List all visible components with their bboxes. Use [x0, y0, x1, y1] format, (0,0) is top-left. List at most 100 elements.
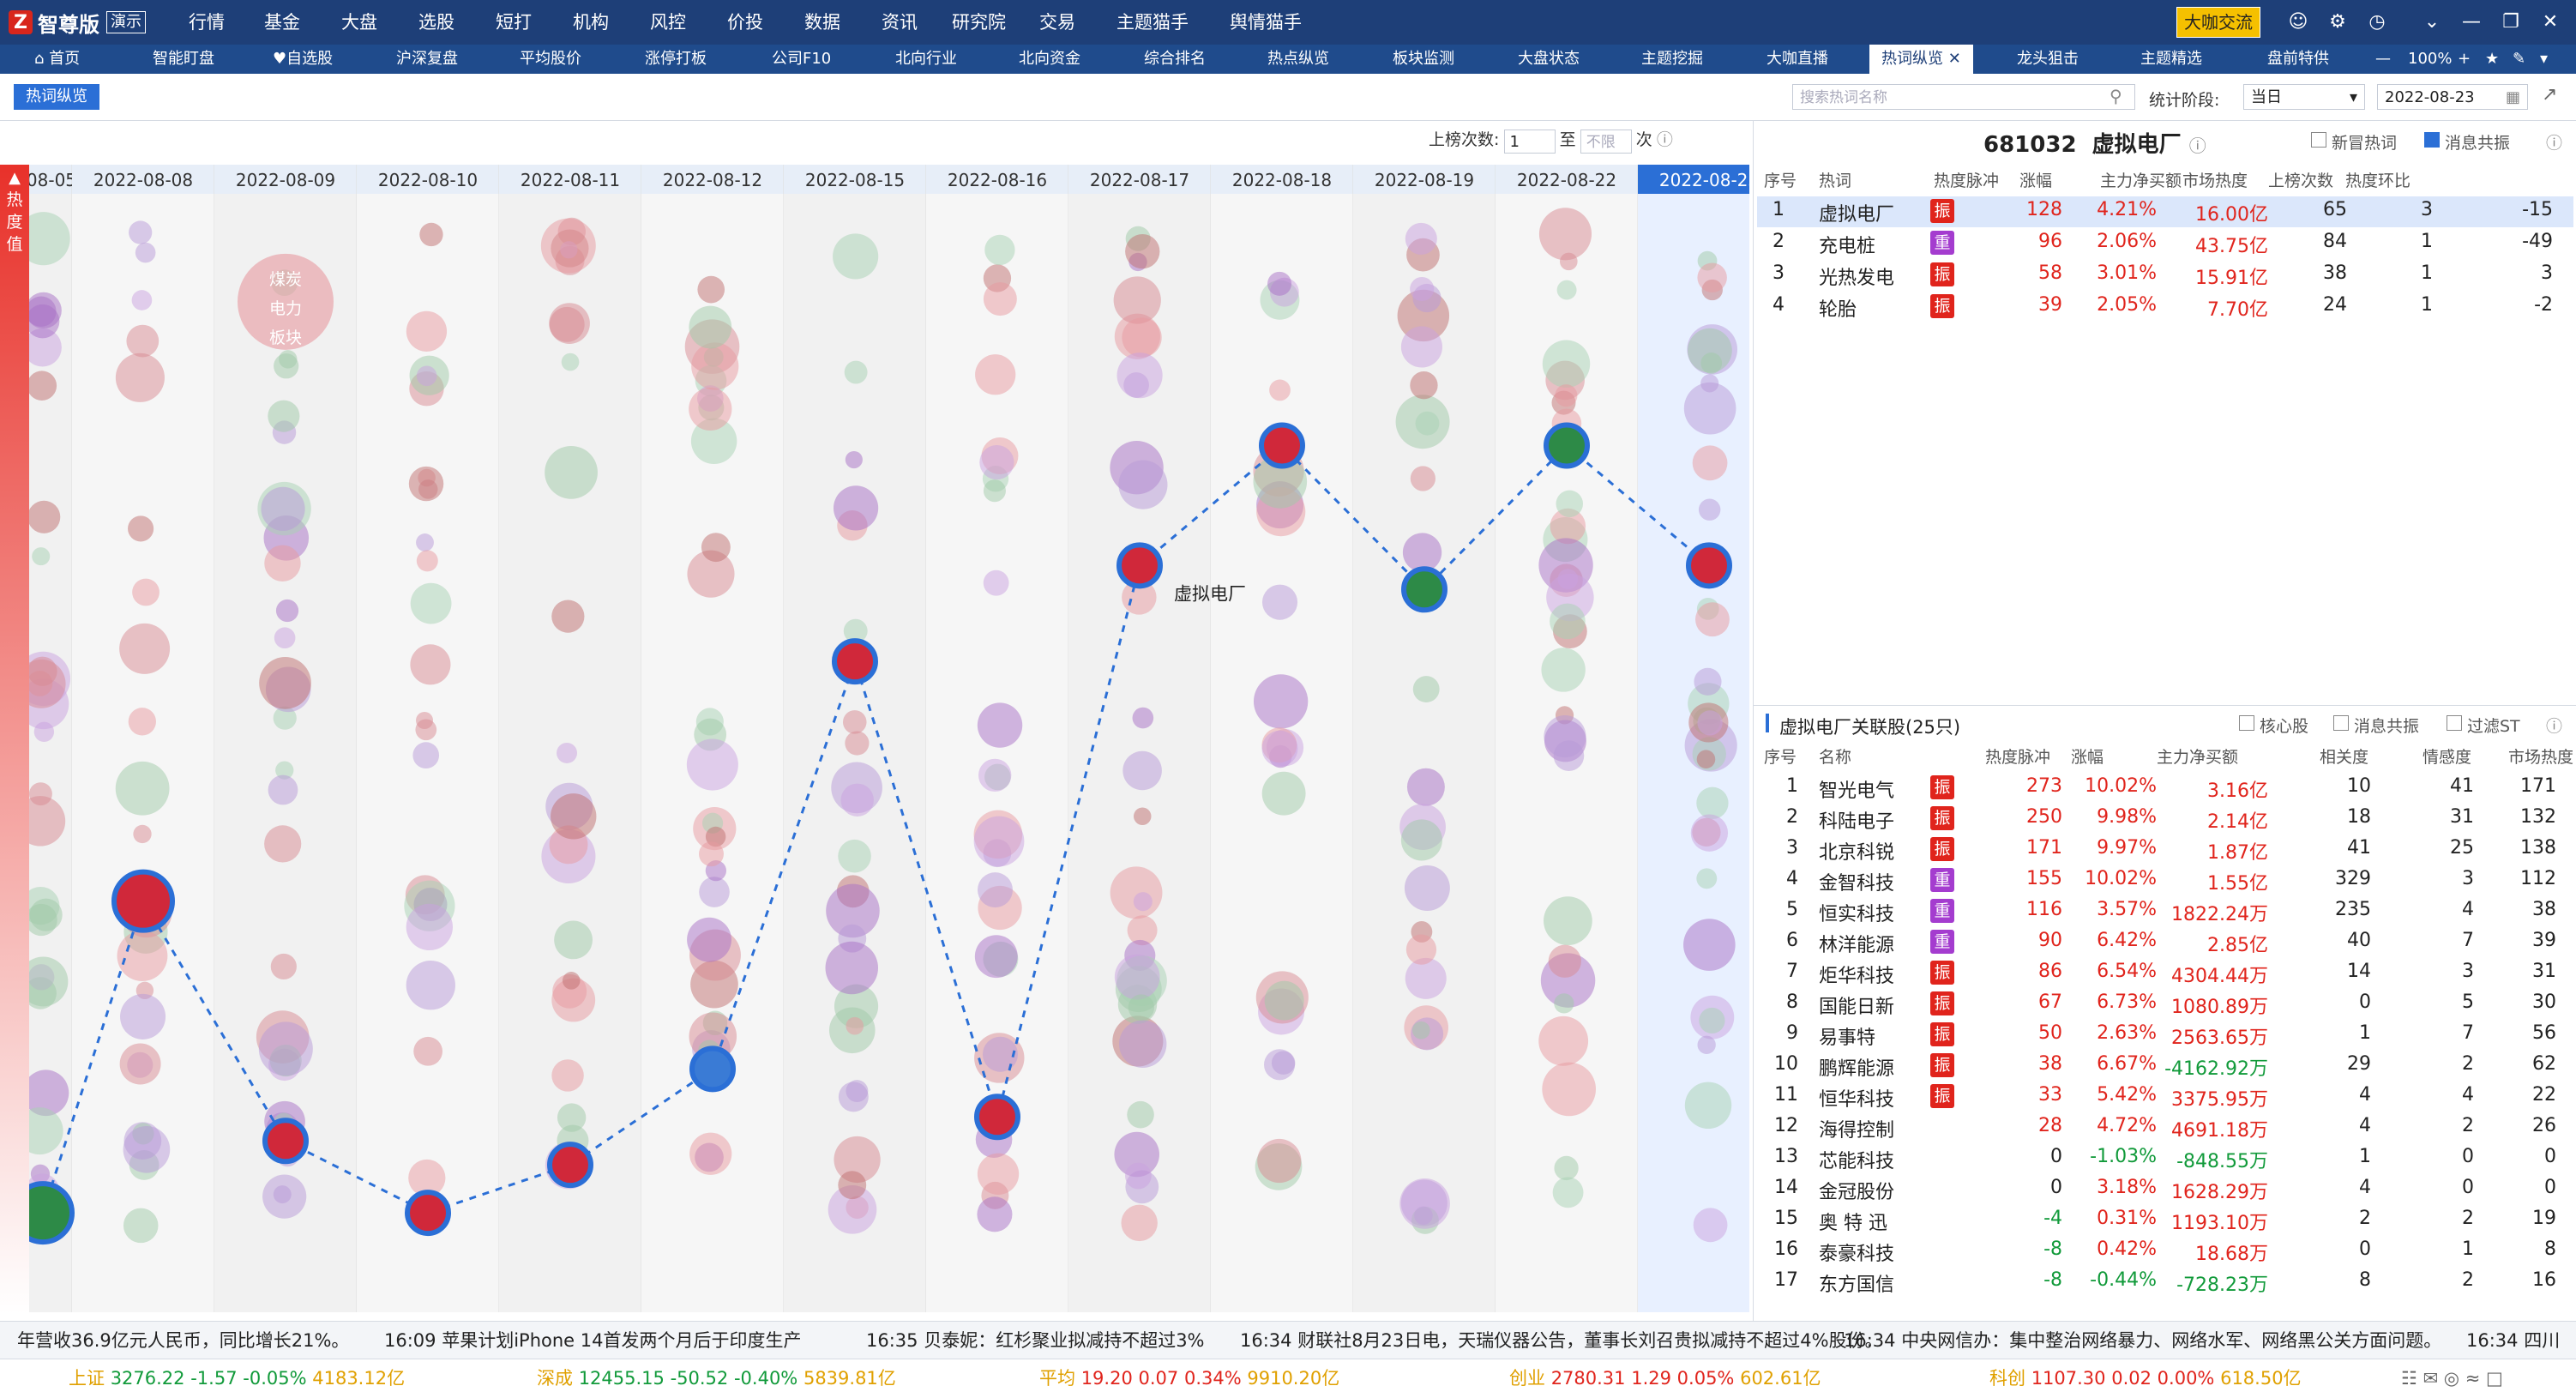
checkbox-new-hotword[interactable] [2311, 132, 2326, 148]
menu-theme-hunter[interactable]: 主题猫手 [1116, 12, 1189, 33]
stock-name[interactable]: 海得控制 [1819, 1120, 1895, 1142]
rank-from-input[interactable]: 1 [1503, 129, 1556, 154]
index-item[interactable]: 创业 2780.31 1.29 0.05% 602.61亿 [1509, 1359, 1821, 1398]
restore-icon[interactable]: ❐ [2502, 11, 2519, 33]
tab-north-funds[interactable]: 北向资金 [1019, 50, 1080, 68]
tab-leader-snipe[interactable]: 龙头狙击 [2017, 50, 2079, 68]
hotword-name[interactable]: 充电桩 [1819, 236, 1876, 257]
news-item[interactable]: 16:34 四川 [2466, 1330, 2561, 1351]
table-header[interactable]: 上榜次数 [2268, 172, 2334, 190]
hotword-name[interactable]: 轮胎 [1819, 299, 1857, 321]
menu-data[interactable]: 数据 [804, 12, 840, 33]
tab-hot-overview[interactable]: 热点纵览 [1267, 50, 1329, 68]
table-header[interactable]: 涨幅 [2019, 172, 2053, 190]
tab-ranking[interactable]: 综合排名 [1144, 50, 1206, 68]
index-item[interactable]: 平均 19.20 0.07 0.34% 9910.20亿 [1039, 1359, 1339, 1398]
help-icon[interactable]: ⓘ [2546, 717, 2563, 736]
table-header[interactable]: 市场热度 [2182, 172, 2248, 190]
table-header[interactable]: 相关度 [2320, 748, 2369, 767]
user-icon[interactable]: ☺ [2288, 11, 2308, 33]
menu-quotes[interactable]: 行情 [189, 12, 225, 33]
clock-icon[interactable]: ◷ [2368, 11, 2386, 33]
index-item[interactable]: 科创 1107.30 0.02 0.00% 618.50亿 [1989, 1359, 2302, 1398]
search-icon[interactable]: ⚲ [2110, 86, 2122, 106]
tab-smart-watch[interactable]: 智能盯盘 [153, 50, 214, 68]
table-header[interactable]: 热度环比 [2345, 172, 2411, 190]
news-item[interactable]: 16:34 中央网信办：集中整治网络暴力、网络水军、网络黑公关方面问题。 [1844, 1330, 2442, 1351]
stock-name[interactable]: 奥 特 迅 [1819, 1213, 1887, 1234]
help-icon[interactable]: ⓘ [1656, 130, 1673, 149]
checkbox-news-resonance[interactable] [2424, 132, 2440, 148]
tab-f10[interactable]: 公司F10 [772, 50, 832, 68]
stock-name[interactable]: 炬华科技 [1819, 966, 1895, 987]
hotword-name[interactable]: 光热发电 [1819, 268, 1895, 289]
chart-date-label[interactable]: 2022-08-18 [1232, 170, 1332, 190]
community-button[interactable]: 大咖交流 [2176, 7, 2260, 38]
menu-trade[interactable]: 交易 [1039, 12, 1075, 33]
dropdown-icon[interactable]: ▾ [2540, 50, 2549, 68]
stock-name[interactable]: 鹏辉能源 [1819, 1058, 1895, 1080]
table-header[interactable]: 名称 [1819, 748, 1852, 767]
menu-research[interactable]: 研究院 [952, 12, 1006, 33]
chart-date-label[interactable]: 2022-08-22 [1517, 170, 1616, 190]
tab-live[interactable]: 大咖直播 [1766, 50, 1828, 68]
settings-icon[interactable]: ⚙ [2329, 11, 2346, 33]
zoom-in-icon[interactable]: + [2458, 50, 2471, 68]
export-icon[interactable]: ↗ [2542, 84, 2558, 105]
table-header[interactable]: 序号 [1764, 172, 1797, 190]
tab-avg-price[interactable]: 平均股价 [520, 50, 581, 68]
menu-stock-picker[interactable]: 选股 [418, 12, 454, 33]
tab-sector-monitor[interactable]: 板块监测 [1393, 50, 1454, 68]
chart-date-label[interactable]: 2022-08-23 [1659, 170, 1749, 190]
help-icon[interactable]: ⓘ [2546, 134, 2563, 153]
stock-name[interactable]: 恒华科技 [1819, 1089, 1895, 1111]
info-icon[interactable]: ⓘ [2188, 136, 2206, 156]
stock-name[interactable]: 北京科锐 [1819, 842, 1895, 864]
stock-name[interactable]: 智光电气 [1819, 780, 1895, 802]
menu-sentiment-hunter[interactable]: 舆情猫手 [1230, 12, 1302, 33]
tab-watchlist[interactable]: ♥自选股 [273, 50, 334, 68]
stock-name[interactable]: 恒实科技 [1819, 904, 1895, 925]
menu-risk[interactable]: 风控 [650, 12, 686, 33]
chart-date-label[interactable]: 2022-08-12 [663, 170, 762, 190]
hotword-search-input[interactable]: 搜索热词名称 [1792, 84, 2135, 110]
checkbox-filter-st[interactable] [2447, 715, 2462, 731]
chart-date-label[interactable]: 2022-08-10 [378, 170, 478, 190]
checkbox-related-news[interactable] [2333, 715, 2349, 731]
table-header[interactable]: 热度脉冲 [1934, 172, 2000, 190]
index-item[interactable]: 深成 12455.15 -50.52 -0.40% 5839.81亿 [537, 1359, 896, 1398]
hotword-chip[interactable]: 热词纵览 [14, 84, 99, 110]
zoom-out-icon[interactable]: — [2375, 50, 2391, 68]
stock-name[interactable]: 东方国信 [1819, 1274, 1895, 1296]
app-logo[interactable]: Z 智尊版 演示 [9, 7, 146, 38]
table-header[interactable]: 情感度 [2423, 748, 2472, 767]
menu-funds[interactable]: 基金 [264, 12, 300, 33]
tab-theme-mining[interactable]: 主题挖掘 [1641, 50, 1703, 68]
chart-date-label[interactable]: 2022-08-19 [1375, 170, 1474, 190]
table-header[interactable]: 热度脉冲 [1985, 748, 2051, 767]
table-header[interactable]: 热词 [1819, 172, 1852, 190]
stock-name[interactable]: 金冠股份 [1819, 1182, 1895, 1203]
table-header[interactable]: 涨幅 [2071, 748, 2104, 767]
stock-name[interactable]: 金智科技 [1819, 873, 1895, 895]
chart-date-label[interactable]: 2022-08-09 [236, 170, 335, 190]
star-icon[interactable]: ★ [2485, 50, 2500, 68]
stock-name[interactable]: 泰豪科技 [1819, 1244, 1895, 1265]
checkbox-core[interactable] [2239, 715, 2254, 731]
table-header[interactable]: 市场热度 [2508, 748, 2574, 767]
index-item[interactable]: 上证 3276.22 -1.57 -0.05% 4183.12亿 [69, 1359, 405, 1398]
row-highlight[interactable] [1757, 196, 2573, 227]
news-item[interactable]: 16:09 苹果计划iPhone 14首发两个月后于印度生产 [384, 1330, 802, 1351]
table-header[interactable]: 序号 [1764, 748, 1797, 767]
rank-to-input[interactable]: 不限 [1580, 129, 1632, 154]
close-icon[interactable]: ✕ [2542, 11, 2559, 33]
minimize-icon[interactable]: — [2462, 11, 2481, 33]
news-item[interactable]: 16:34 财联社8月23日电，天瑞仪器公告，董事长刘召贵拟减持不超过4%股份。 [1240, 1330, 1883, 1351]
tab-premarket[interactable]: 盘前特供 [2267, 50, 2329, 68]
menu-institutions[interactable]: 机构 [573, 12, 609, 33]
tab-limit-up[interactable]: 涨停打板 [645, 50, 707, 68]
stock-name[interactable]: 易事特 [1819, 1027, 1876, 1049]
stock-name[interactable]: 林洋能源 [1819, 935, 1895, 956]
tab-north-industry[interactable]: 北向行业 [895, 50, 957, 68]
status-icons[interactable]: ☷ ✉ ◎ ≈ □ [2401, 1368, 2503, 1389]
